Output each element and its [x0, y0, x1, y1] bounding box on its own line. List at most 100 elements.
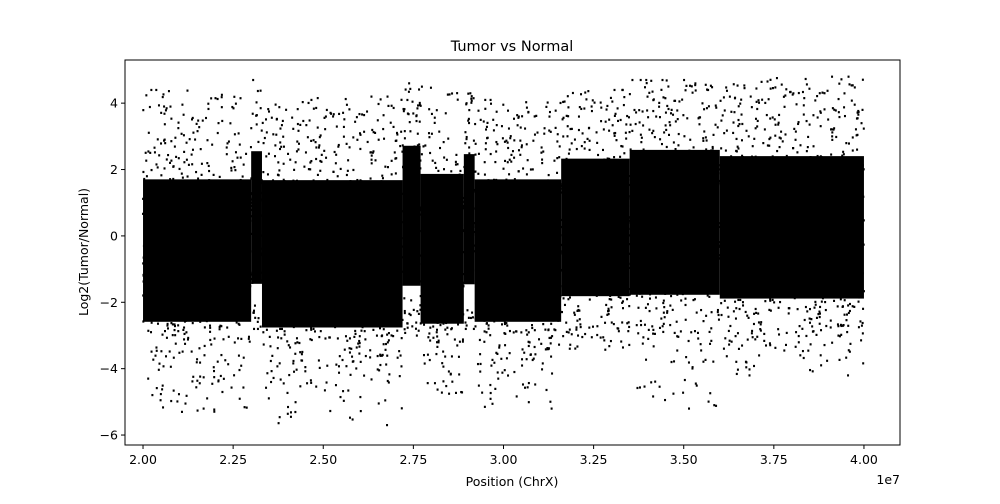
data-point [683, 180, 686, 183]
data-point [406, 98, 409, 102]
data-point [672, 141, 675, 144]
data-point [262, 343, 265, 346]
data-point [247, 337, 250, 340]
data-point [154, 293, 157, 296]
data-point [165, 194, 168, 197]
data-point [633, 288, 636, 291]
data-point [287, 304, 290, 307]
data-point [150, 321, 153, 324]
data-point [445, 321, 448, 325]
data-point [610, 298, 613, 301]
data-point [369, 261, 372, 265]
data-point [670, 189, 673, 192]
data-point [221, 293, 224, 296]
data-point [470, 101, 473, 104]
data-point [415, 200, 418, 203]
data-point [436, 248, 439, 251]
data-point [348, 416, 351, 419]
data-point [416, 223, 419, 226]
data-point [599, 227, 602, 231]
data-point [505, 322, 508, 325]
data-point [464, 177, 467, 180]
data-point [525, 106, 528, 109]
data-point [518, 283, 521, 286]
data-point [316, 173, 319, 177]
data-point [175, 317, 178, 320]
data-point [580, 256, 583, 259]
data-point [670, 182, 673, 185]
data-point [388, 323, 391, 327]
data-point [672, 199, 675, 203]
data-point [294, 282, 297, 285]
data-point [598, 220, 601, 223]
data-point [237, 272, 240, 275]
data-point [512, 331, 515, 334]
data-point [398, 375, 401, 378]
data-point [265, 131, 268, 134]
data-point [312, 179, 315, 182]
data-point [620, 144, 623, 148]
data-point [644, 221, 647, 224]
data-point [237, 354, 240, 357]
data-point [567, 228, 570, 232]
data-point [309, 379, 312, 382]
data-point [446, 93, 449, 96]
data-point [162, 365, 165, 368]
data-point [372, 212, 375, 216]
data-point [267, 253, 270, 256]
data-point [218, 325, 221, 329]
data-point [165, 223, 168, 226]
data-point [565, 114, 568, 117]
data-point [656, 284, 659, 287]
data-point [705, 266, 708, 269]
data-point [405, 272, 408, 276]
data-point [405, 175, 408, 178]
data-point [340, 268, 343, 271]
data-point [433, 216, 436, 219]
data-point [211, 232, 214, 235]
data-point [263, 315, 266, 318]
data-point [149, 213, 152, 217]
data-point [214, 97, 217, 100]
data-point [151, 270, 154, 273]
data-point [553, 328, 556, 331]
data-point [516, 302, 519, 305]
data-point [531, 300, 534, 303]
data-point [307, 211, 310, 214]
data-point [207, 102, 210, 105]
data-point [643, 228, 646, 231]
data-point [544, 192, 547, 195]
data-point [660, 179, 663, 182]
data-point [594, 238, 597, 241]
data-point [465, 200, 468, 203]
data-point [307, 319, 310, 322]
data-point [677, 287, 680, 290]
data-point [376, 273, 379, 276]
data-point [531, 305, 534, 308]
data-point [197, 182, 200, 185]
data-point [273, 210, 276, 214]
data-point [390, 278, 393, 281]
data-point [718, 245, 721, 248]
data-point [650, 79, 653, 82]
data-point [335, 226, 338, 230]
data-point [170, 322, 173, 325]
data-point [197, 119, 200, 122]
data-point [231, 304, 234, 307]
data-point [515, 234, 518, 237]
data-point [554, 192, 557, 195]
data-point [219, 228, 222, 231]
data-point [260, 129, 263, 132]
data-point [196, 409, 199, 412]
data-point [628, 266, 631, 270]
data-point [467, 92, 470, 95]
data-point [151, 304, 154, 307]
data-point [369, 349, 372, 352]
data-point [295, 368, 298, 371]
data-point [425, 234, 428, 237]
data-point [318, 193, 321, 196]
data-point [469, 172, 472, 175]
data-point [292, 302, 295, 305]
data-point [566, 207, 569, 210]
data-point [359, 237, 362, 240]
